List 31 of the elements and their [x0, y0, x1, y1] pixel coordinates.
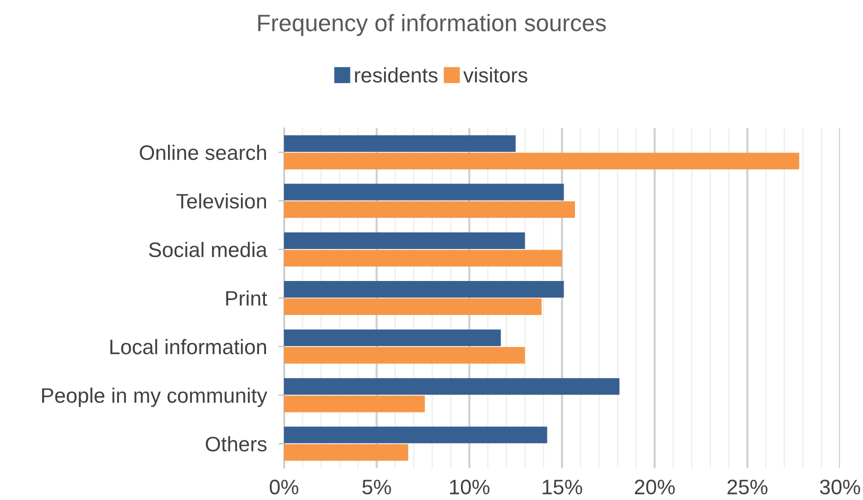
bar — [284, 250, 562, 266]
bar — [284, 378, 620, 395]
y-tick-label: Television — [176, 193, 266, 209]
y-tick-label: Print — [226, 290, 268, 306]
y-tick-label: Others — [206, 436, 267, 452]
x-tick-label: 15% — [542, 480, 582, 494]
bar — [284, 232, 525, 249]
y-tick-label: Online search — [140, 144, 266, 160]
x-tick-label: 25% — [728, 480, 768, 494]
bar — [284, 347, 525, 364]
y-tick-label: People in my community — [42, 388, 268, 408]
bar — [284, 184, 564, 200]
bar — [284, 152, 800, 170]
bar — [284, 201, 575, 218]
x-tick-label: 0% — [270, 480, 298, 494]
bar — [284, 444, 408, 461]
legend-label: visitors — [463, 67, 528, 83]
bar — [284, 135, 516, 152]
bar — [284, 298, 542, 316]
bar — [284, 280, 564, 298]
bar — [284, 330, 501, 346]
x-tick-label: 10% — [450, 480, 490, 494]
chart-title: Frequency of information sources — [258, 14, 606, 36]
legend-label: residents — [355, 67, 438, 83]
y-tick-label: Local information — [110, 339, 266, 354]
y-tick-label: Social media — [149, 242, 268, 258]
x-tick-label: 5% — [362, 480, 391, 494]
x-tick-label: 20% — [634, 480, 675, 494]
x-tick-label: 30% — [820, 480, 860, 494]
bar — [284, 426, 548, 444]
bar — [284, 396, 425, 412]
